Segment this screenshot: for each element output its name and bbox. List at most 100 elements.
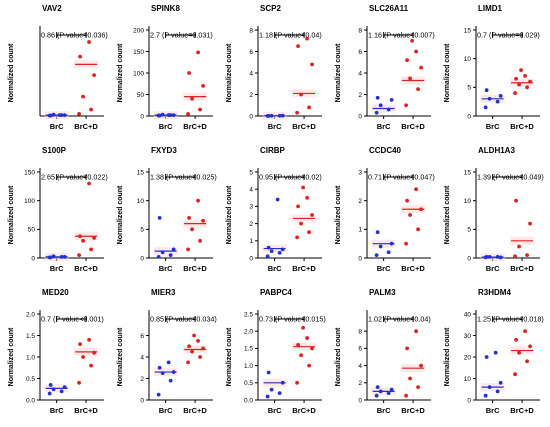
y-tick-label: 15 [464,27,472,34]
point-brcd [87,40,91,44]
point-brcd [299,353,303,358]
chart-panel-pabpc4: PABPC4 Normalized count 0.0 0.5 1.0 1.5 2.0 2.5… [226,288,326,415]
point-brcd [404,241,408,246]
x-category-label: BrC+D [292,264,316,273]
point-brc [157,365,162,370]
point-brc [265,254,270,259]
point-brc [277,391,282,396]
point-brc [378,103,383,108]
y-tick-label: 200 [133,27,144,34]
y-tick-label: 2 [249,221,253,228]
x-category-label: BrC [159,406,173,415]
point-brcd [419,363,423,368]
point-brcd [201,346,205,351]
y-tick-label: 10 [137,198,145,205]
x-category-label: BrC+D [510,264,534,273]
gene-title: LIMD1 [478,4,503,13]
point-brc [484,254,489,259]
point-brc [378,389,383,394]
point-brc [498,380,503,385]
y-tick-label: 2.5 [244,311,253,318]
y-tick-label: 1.5 [244,346,253,353]
x-category-label: BrC+D [183,122,207,131]
point-brc [62,113,67,118]
point-brcd [525,359,529,364]
y-tick-label: 2 [140,376,144,383]
point-brc [266,245,271,250]
point-brc [498,255,503,260]
pvalue-annotation: 0.86 (P value=0.036) [41,31,108,40]
point-brc [386,107,391,112]
y-tick-label: 150 [133,49,144,56]
y-tick-label: 10 [464,56,472,63]
point-brcd [187,344,191,349]
point-brc [280,113,285,118]
point-brcd [301,325,305,330]
point-brcd [414,329,418,334]
x-category-label: BrC+D [510,406,534,415]
x-category-label: BrC+D [292,406,316,415]
point-brc [166,360,171,365]
point-brcd [416,87,420,92]
point-brcd [296,343,300,347]
point-brcd [528,79,532,84]
x-category-label: BrC+D [292,122,316,131]
y-tick-label: 50 [28,227,36,234]
point-brc [375,385,380,389]
point-brc [487,96,492,101]
y-tick-label: 10 [464,198,472,205]
y-tick-label: 0 [140,397,144,404]
x-category-label: BrC+D [74,122,98,131]
chart-panel-aldh1a3: ALDH1A3 Normalized count 0 5 10 15 BrC BrC+D 1.3… [444,146,544,273]
point-brcd [517,82,521,87]
point-brcd [196,198,200,203]
point-brc [59,254,64,259]
point-brcd [81,238,85,243]
gene-title: MIER3 [151,288,176,297]
y-tick-label: 1.5 [26,333,35,340]
y-tick-label: 0.5 [244,380,253,387]
y-tick-label: 2 [358,198,362,205]
y-tick-label: 2 [358,92,362,99]
chart-panel-cirbp: CIRBP Normalized count 0 1 2 3 4 5 BrC BrC+D 0.95 … [226,146,322,273]
point-brcd [299,221,303,226]
chart-panel-s100p: S100P Normalized count 0 50 100 150 BrC BrC+D 2.… [8,146,108,273]
point-brcd [77,380,81,385]
y-tick-label: 0.0 [26,397,35,404]
point-brcd [310,346,314,351]
pvalue-annotation: 0.7 (P value=0.029) [477,31,540,40]
point-brcd [77,253,81,258]
y-tick-label: 0 [358,255,362,262]
point-brcd [525,85,529,90]
y-tick-label: 20 [464,354,472,361]
point-brcd [187,71,191,75]
gene-title: PABPC4 [260,288,292,297]
point-brcd [186,111,190,116]
gene-title: SCP2 [260,4,281,13]
point-brcd [196,338,200,343]
x-category-label: BrC+D [401,264,425,273]
point-brc [48,383,53,387]
y-tick-label: 4 [358,363,362,370]
point-brc [498,94,503,98]
point-brcd [408,213,412,217]
chart-panel-mier3: MIER3 Normalized count 0 2 4 6 BrC BrC+D 0.85 (P… [117,288,217,415]
x-category-label: BrC+D [401,406,425,415]
y-tick-label: 3 [249,204,253,211]
point-brcd [296,44,300,49]
point-brc [495,99,500,104]
y-tick-label: 0 [358,113,362,120]
y-tick-label: 6 [358,49,362,56]
point-brc [166,113,171,118]
pvalue-annotation: 1.18 (P value=0.04) [259,31,322,40]
point-brc [62,385,67,389]
point-brc [265,394,270,399]
point-brcd [78,54,82,59]
point-brcd [513,372,517,377]
y-tick-label: 6 [140,333,144,340]
point-brc [375,95,380,100]
y-tick-label: 2.0 [244,329,253,336]
gene-title: S100P [42,146,67,155]
point-brcd [307,363,311,368]
gene-title: MED20 [42,288,69,297]
